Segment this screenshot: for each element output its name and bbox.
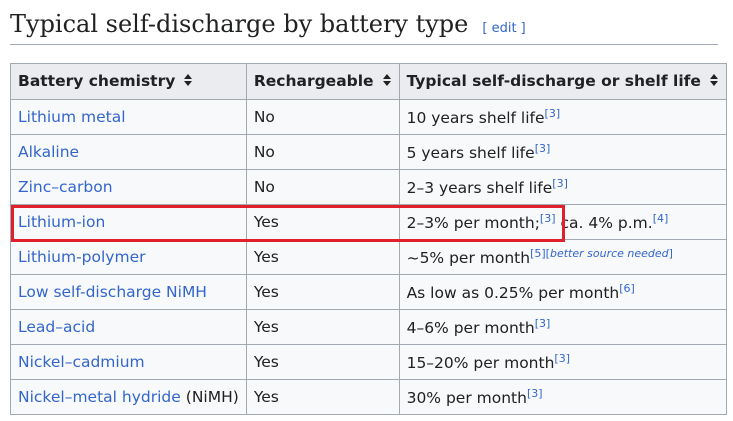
reference[interactable]: [5] xyxy=(530,247,546,260)
cell-link[interactable]: Nickel–cadmium xyxy=(18,353,145,371)
cell-text: Yes xyxy=(253,353,279,371)
cell-text: No xyxy=(253,143,275,161)
cell-link[interactable]: Lithium-ion xyxy=(18,213,106,231)
reference[interactable]: [4] xyxy=(652,212,669,225)
table-cell: 2–3 years shelf life[3] xyxy=(398,169,727,205)
header-text: Rechargeable xyxy=(253,72,374,91)
table-row: Nickel–metal hydride (NiMH) Yes 30% per mon… xyxy=(10,379,727,415)
reference[interactable]: [ xyxy=(545,247,550,260)
cell-link[interactable]: Low self-discharge NiMH xyxy=(18,283,207,301)
table-cell: ~5% per month[5][better source needed] xyxy=(398,239,727,275)
reference[interactable]: [3] xyxy=(534,142,551,155)
table-cell: Nickel–cadmium xyxy=(10,344,247,380)
table-cell: No xyxy=(245,169,400,205)
cell-text: Yes xyxy=(253,388,279,406)
cell-link[interactable]: Zinc–carbon xyxy=(18,178,113,196)
cell-text: (NiMH) xyxy=(185,388,239,406)
table-cell: 15–20% per month[3] xyxy=(398,344,727,380)
cell-text: Yes xyxy=(253,318,279,336)
table-cell: Lithium-ion xyxy=(10,204,247,240)
cell-text: Yes xyxy=(253,213,279,231)
cell-text: As low as 0.25% per month xyxy=(406,284,620,302)
heading-title: Typical self-discharge by battery type xyxy=(10,10,469,38)
table-row: Lead–acid Yes 4–6% per month[3] xyxy=(10,309,727,345)
citation-note[interactable]: better source needed xyxy=(549,247,669,260)
cell-link[interactable]: Lithium metal xyxy=(18,108,126,126)
table-row: Lithium-polymer Yes ~5% per month[5][bette… xyxy=(10,239,727,275)
reference[interactable]: [3] xyxy=(544,107,561,120)
reference[interactable]: [3] xyxy=(554,352,571,365)
table-row: Nickel–cadmium Yes 15–20% per month[3] xyxy=(10,344,727,380)
table-row: Lithium metal No 10 years shelf life[3] xyxy=(10,99,727,135)
cell-link[interactable]: Lead–acid xyxy=(18,318,96,336)
cell-text: 2–3 years shelf life xyxy=(406,179,553,197)
cell-link[interactable]: Alkaline xyxy=(18,143,80,161)
reference[interactable]: [3] xyxy=(534,317,551,330)
table-cell: As low as 0.25% per month[6] xyxy=(398,274,727,310)
highlight-box xyxy=(11,205,565,242)
table-cell: 4–6% per month[3] xyxy=(398,309,727,345)
reference[interactable]: ] xyxy=(668,247,673,260)
cell-text: Yes xyxy=(253,248,279,266)
battery-table: Battery chemistry Rechargeable Typical sel… xyxy=(10,63,727,415)
cell-text: ~5% per month xyxy=(406,249,531,267)
table-row: Zinc–carbon No 2–3 years shelf life[3] xyxy=(10,169,727,205)
table-row: Alkaline No 5 years shelf life[3] xyxy=(10,134,727,170)
table-cell: Yes xyxy=(245,309,400,345)
cell-text: No xyxy=(253,178,275,196)
edit-link[interactable]: [ edit ] xyxy=(482,21,526,36)
table-cell: Yes xyxy=(245,239,400,275)
table-cell: 10 years shelf life[3] xyxy=(398,99,727,135)
table-cell: Lithium metal xyxy=(10,99,247,135)
cell-text: 30% per month xyxy=(406,389,527,407)
header-text: Battery chemistry xyxy=(18,72,176,91)
table-cell: 5 years shelf life[3] xyxy=(398,134,727,170)
table-cell: Alkaline xyxy=(10,134,247,170)
cell-text: 2–3% per month; xyxy=(406,214,540,232)
reference[interactable]: [3] xyxy=(526,387,543,400)
table-cell: No xyxy=(245,99,400,135)
header-text: Typical self-discharge or shelf life xyxy=(406,72,701,91)
cell-text: 10 years shelf life xyxy=(406,109,545,127)
cell-text: No xyxy=(253,108,275,126)
cell-text: Yes xyxy=(253,283,279,301)
table-cell: Lead–acid xyxy=(10,309,247,345)
table-cell: Lithium-polymer xyxy=(10,239,247,275)
reference[interactable]: [3] xyxy=(552,177,568,190)
column-header[interactable]: Battery chemistry xyxy=(10,63,247,100)
table-cell: Yes xyxy=(245,379,400,415)
reference[interactable]: [3] xyxy=(539,212,556,225)
table-cell: 30% per month[3] xyxy=(398,379,727,415)
section-heading: Typical self-discharge by battery type [ … xyxy=(10,10,718,45)
reference[interactable]: [6] xyxy=(619,282,635,295)
sort-icon[interactable] xyxy=(382,73,392,91)
table-cell: Zinc–carbon xyxy=(10,169,247,205)
table-cell: Yes xyxy=(245,344,400,380)
table-cell: Low self-discharge NiMH xyxy=(10,274,247,310)
cell-text: 15–20% per month xyxy=(406,354,555,372)
cell-link[interactable]: Nickel–metal hydride xyxy=(18,388,181,406)
cell-link[interactable]: Lithium-polymer xyxy=(18,248,146,266)
table-cell: Nickel–metal hydride (NiMH) xyxy=(10,379,247,415)
cell-text: 4–6% per month xyxy=(406,319,535,337)
table-cell: No xyxy=(245,134,400,170)
column-header[interactable]: Typical self-discharge or shelf life xyxy=(398,63,727,100)
table-cell: Yes xyxy=(245,274,400,310)
sort-icon[interactable] xyxy=(183,73,193,91)
table-row: Low self-discharge NiMH Yes As low as 0.25… xyxy=(10,274,727,310)
cell-text: ca. 4% p.m. xyxy=(560,214,653,232)
sort-icon[interactable] xyxy=(709,73,719,91)
column-header[interactable]: Rechargeable xyxy=(245,63,400,100)
cell-text: 5 years shelf life xyxy=(406,144,535,162)
